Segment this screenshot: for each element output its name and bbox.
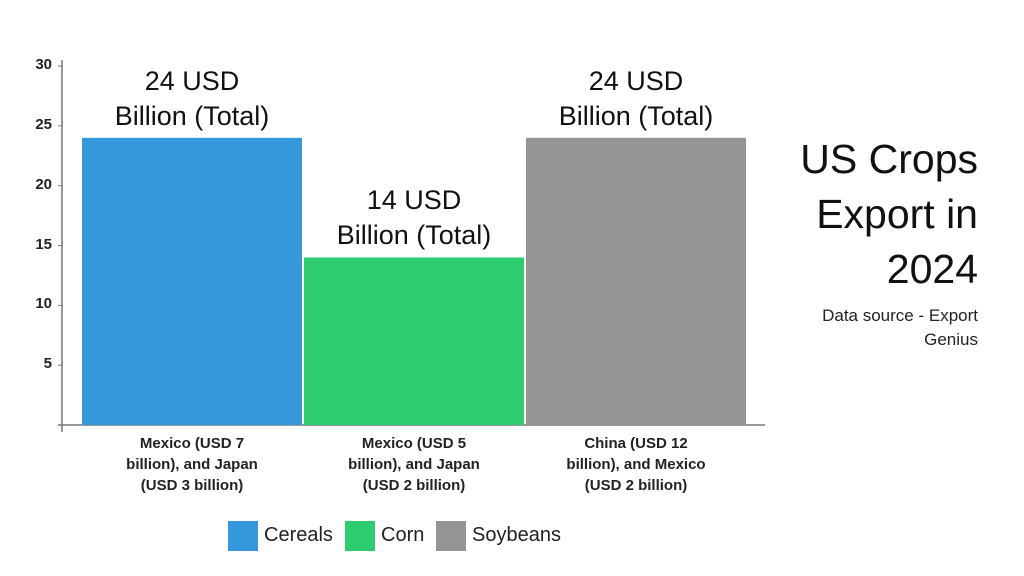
legend-swatch	[436, 521, 466, 551]
y-tick-label: 25	[35, 115, 52, 133]
x-tick-label: China (USD 12 billion), and Mexico (USD …	[566, 435, 706, 494]
data-label: 24 USD Billion (Total)	[558, 65, 714, 131]
data-label: 24 USD Billion (Total)	[114, 65, 270, 131]
y-tick-label: 15	[35, 235, 52, 253]
y-tick-label: 20	[35, 175, 52, 193]
bar	[304, 257, 524, 425]
bar	[82, 137, 302, 426]
chart-subtitle: Data source - Export Genius	[822, 306, 978, 349]
y-tick-label: 5	[43, 355, 52, 373]
legend-swatch	[345, 521, 375, 551]
y-tick-label: 10	[35, 295, 52, 313]
chart-title: US Crops Export in 2024	[800, 136, 978, 292]
y-tick-label: 30	[35, 56, 52, 73]
x-tick-label: Mexico (USD 7 billion), and Japan (USD 3…	[126, 435, 258, 494]
bar	[526, 137, 746, 426]
legend-label: Cereals	[264, 524, 333, 546]
legend-label: Soybeans	[472, 524, 561, 546]
legend-label: Corn	[381, 524, 425, 546]
legend-swatch	[228, 521, 258, 551]
data-label: 14 USD Billion (Total)	[336, 185, 492, 251]
x-tick-label: Mexico (USD 5 billion), and Japan (USD 2…	[348, 435, 480, 494]
